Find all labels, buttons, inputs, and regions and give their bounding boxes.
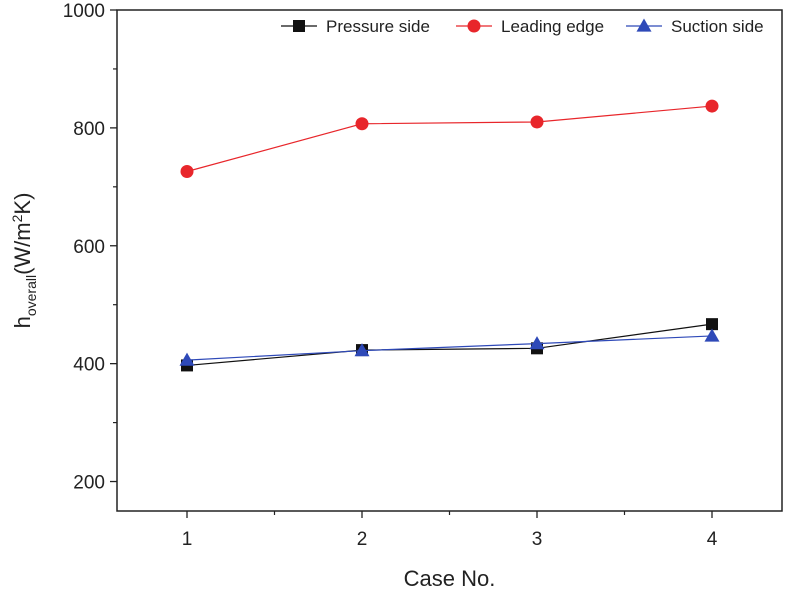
x-tick-label-4: 4	[707, 529, 718, 550]
series-line-leading-edge	[186, 105, 713, 173]
plot-frame	[116, 9, 783, 512]
data-point-suction-side-1	[179, 352, 195, 366]
series-line-pressure-side	[186, 323, 713, 367]
y-axis-title-subscript: overall	[23, 275, 39, 316]
y-tick-label-1000: 1000	[63, 1, 105, 22]
x-tick-label-3: 3	[532, 529, 543, 550]
data-point-leading-edge-2	[355, 117, 369, 131]
legend-label-pressure-side: Pressure side	[326, 17, 430, 36]
y-axis-title-unit-open: (W/m	[10, 222, 35, 275]
y-tick-label-200: 200	[73, 473, 105, 494]
y-axis-title-unit-close: K)	[10, 193, 35, 215]
legend-marker-pressure-side	[293, 20, 305, 32]
legend-label-leading-edge: Leading edge	[501, 17, 604, 36]
x-tick-label-1: 1	[182, 529, 193, 550]
legend: Pressure side Leading edge Suction side	[281, 17, 764, 36]
data-point-leading-edge-4	[705, 99, 719, 113]
axis-layer: 1 2 3 4 200 400 600 800 1000	[63, 1, 718, 550]
legend-label-suction-side: Suction side	[671, 17, 764, 36]
legend-item-suction-side: Suction side	[626, 17, 764, 36]
series-layer	[179, 99, 720, 372]
y-tick-label-800: 800	[73, 119, 105, 140]
data-point-pressure-side-4	[706, 318, 718, 331]
legend-item-leading-edge: Leading edge	[456, 17, 604, 36]
data-point-suction-side-4	[704, 328, 720, 342]
series-suction-side	[179, 328, 720, 366]
data-point-leading-edge-3	[530, 115, 544, 129]
series-leading-edge	[180, 99, 719, 178]
series-line-suction-side	[186, 335, 713, 361]
y-tick-label-400: 400	[73, 355, 105, 376]
legend-marker-suction-side	[636, 18, 652, 32]
y-axis-title: hoverall(W/m2K)	[9, 193, 39, 329]
legend-item-pressure-side: Pressure side	[281, 17, 430, 36]
y-tick-label-600: 600	[73, 237, 105, 258]
y-axis-title-superscript: 2	[9, 214, 25, 222]
series-pressure-side	[181, 318, 718, 372]
y-axis-title-base: h	[10, 316, 35, 328]
data-point-suction-side-2	[354, 343, 370, 357]
x-axis-title: Case No.	[404, 566, 496, 589]
legend-marker-leading-edge	[467, 19, 481, 33]
data-point-leading-edge-1	[180, 164, 194, 178]
data-point-suction-side-3	[529, 336, 545, 350]
x-tick-label-2: 2	[357, 529, 368, 550]
